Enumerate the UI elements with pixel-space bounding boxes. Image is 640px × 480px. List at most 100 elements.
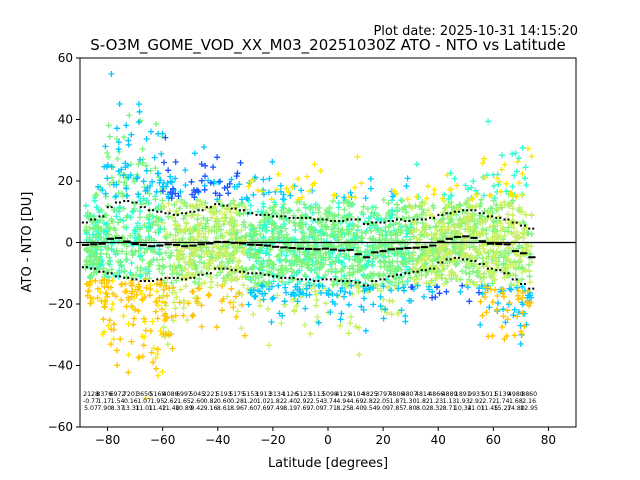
bin-mean-label: 1.95 (151, 398, 165, 405)
bin-count-label: 1913 (256, 391, 272, 398)
bin-sd-label: 11.01 (135, 405, 153, 412)
bin-count-label: 6997 (176, 391, 192, 398)
bin-count-label: 5045 (189, 391, 205, 398)
bin-mean-label: 1.74 (496, 398, 510, 405)
bin-count-label: 4807 (402, 391, 418, 398)
y-tick-label: 40 (58, 113, 73, 127)
bin-count-label: 4125 (335, 391, 351, 398)
bin-mean-label: 1.54 (111, 398, 125, 405)
y-tick-label: −60 (48, 420, 73, 434)
bin-count-label: 5139 (495, 391, 511, 398)
bin-sd-label: 9.16 (204, 405, 218, 412)
bin-sd-label: 8.02 (416, 405, 430, 412)
bin-count-label: 4825 (362, 391, 378, 398)
bin-mean-label: 1.65 (177, 398, 191, 405)
bin-count-label: 3650 (136, 391, 152, 398)
bin-count-label: 2128 (83, 391, 99, 398)
bin-sd-label: 7.90 (97, 405, 111, 412)
bin-mean-label: 0.28 (230, 398, 244, 405)
x-tick-label: 80 (541, 433, 556, 447)
bin-count-label: 3797 (375, 391, 391, 398)
bin-count-label: 4866 (428, 391, 444, 398)
scatter-series (95, 71, 535, 347)
bin-sd-label: 7.69 (297, 405, 311, 412)
x-tick-label: 20 (375, 433, 390, 447)
bin-mean-label: 4.94 (336, 398, 350, 405)
bin-mean-label: 0.60 (217, 398, 231, 405)
x-tick-label: 40 (431, 433, 446, 447)
bin-mean-label: 3.74 (323, 398, 337, 405)
bin-count-label: 5011 (481, 391, 497, 398)
bin-count-label: 8376 (96, 391, 112, 398)
bin-sd-label: 11.45 (480, 405, 498, 412)
scatter-series (83, 276, 534, 376)
bin-sd-label: 7.60 (243, 405, 257, 412)
bin-mean-label: 0.16 (124, 398, 138, 405)
x-axis: −80 −60 −40 −20 0 20 40 60 80 (95, 427, 556, 447)
bin-mean-label: 1.17 (97, 398, 111, 405)
bin-sd-label: 12.95 (520, 405, 538, 412)
bin-sd-label: 11.40 (162, 405, 180, 412)
bin-mean-label: 2.05 (376, 398, 390, 405)
bin-sd-label: 8.25 (336, 405, 350, 412)
bin-count-label: 8860 (521, 391, 537, 398)
bin-count-label: 5153 (242, 391, 258, 398)
bin-mean-label: 4.69 (350, 398, 364, 405)
y-axis-label: ATO - NTO [DU] (20, 192, 35, 293)
bin-sd-label: 7.49 (270, 405, 284, 412)
bin-count-label: 5175 (229, 391, 245, 398)
bin-sd-label: 14.80 (507, 405, 525, 412)
bin-sd-label: 5.07 (84, 405, 98, 412)
bin-count-label: 5193 (216, 391, 232, 398)
bin-count-label: 4080 (163, 391, 179, 398)
y-tick-label: −20 (48, 297, 73, 311)
x-tick-label: −60 (150, 433, 175, 447)
bin-mean-label: 1.23 (429, 398, 443, 405)
bin-count-label: 4889 (442, 391, 458, 398)
bin-sd-label: 7.80 (403, 405, 417, 412)
bin-count-label: 2221 (203, 391, 219, 398)
bin-mean-label: 2.92 (469, 398, 483, 405)
bin-sd-label: 11.42 (149, 405, 167, 412)
bin-sd-label: 7.69 (257, 405, 271, 412)
bin-sd-label: 7.85 (389, 405, 403, 412)
bin-mean-label: 1.82 (270, 398, 284, 405)
bin-mean-label: 1.30 (403, 398, 417, 405)
bin-mean-label: 1.82 (416, 398, 430, 405)
bin-sd-label: 8.19 (283, 405, 297, 412)
bin-mean-label: 2.16 (522, 398, 536, 405)
bin-mean-label: 1.13 (443, 398, 457, 405)
bin-sd-label: 13.31 (122, 405, 140, 412)
bin-count-label: 4814 (415, 391, 431, 398)
bin-sd-label: 10.89 (175, 405, 193, 412)
bin-sd-label: 9.54 (363, 405, 377, 412)
bin-mean-label: 1.07 (137, 398, 151, 405)
bin-sd-label: 9.42 (190, 405, 204, 412)
bin-mean-label: 2.40 (283, 398, 297, 405)
bin-mean-label: 2.62 (164, 398, 178, 405)
y-tick-label: 60 (58, 51, 73, 65)
bin-mean-label: 0.82 (204, 398, 218, 405)
bin-mean-label: 2.60 (190, 398, 204, 405)
bin-count-label: 5098 (322, 391, 338, 398)
y-tick-label: 20 (58, 174, 73, 188)
bin-sd-label: 7.09 (310, 405, 324, 412)
bin-count-label: 4806 (389, 391, 405, 398)
bin-mean-label: 2.92 (297, 398, 311, 405)
bin-count-label: 7201 (123, 391, 139, 398)
scatter-series (159, 134, 482, 305)
y-tick-label: 0 (65, 236, 73, 250)
bin-count-label: 1126 (282, 391, 298, 398)
x-tick-label: 0 (324, 433, 332, 447)
bin-sd-label: 8.96 (230, 405, 244, 412)
bin-mean-label: 2.82 (363, 398, 377, 405)
bin-count-label: 9933 (468, 391, 484, 398)
x-tick-label: −80 (95, 433, 120, 447)
bin-statistics (81, 199, 536, 290)
y-axis: −60 −40 −20 0 20 40 60 (48, 51, 80, 434)
bin-count-label: 4980 (508, 391, 524, 398)
bin-sd-label: 8.32 (429, 405, 443, 412)
bin-mean-label: 1.93 (456, 398, 470, 405)
